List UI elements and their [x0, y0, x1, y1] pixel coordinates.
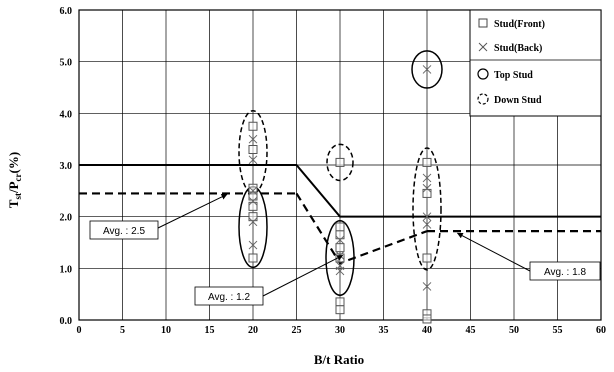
x-tick-label: 30 [335, 325, 345, 336]
stud-back-point [248, 134, 258, 144]
x-tick-label: 0 [77, 325, 82, 336]
legend-box [469, 9, 602, 117]
stud-front-point [335, 243, 345, 253]
limit-polyline [79, 164, 601, 218]
x-tick-label: 15 [205, 325, 215, 336]
legend-solid-circle-marker [477, 68, 489, 80]
stud-front-point [248, 191, 258, 201]
callout-box [529, 261, 601, 281]
stud-front-point [248, 121, 258, 131]
x-tick-label: 5 [120, 325, 125, 336]
x-tick-label: 20 [248, 325, 258, 336]
average-line-1 [295, 192, 428, 265]
legend-label-down-stud: Down Stud [494, 95, 542, 106]
y-tick-label: 3.0 [60, 161, 73, 172]
stud-front-point [335, 297, 345, 307]
stud-front-point [248, 201, 258, 211]
stud-back-point [335, 266, 345, 276]
callout-label: Avg. : 1.8 [544, 267, 587, 278]
stud-back-point [422, 212, 432, 222]
legend-label-stud-front: Stud(Front) [494, 19, 545, 30]
callout-arrow [157, 193, 228, 229]
y-tick-label: 6.0 [60, 6, 73, 17]
y-tick-label: 5.0 [60, 58, 73, 69]
stud-back-point [248, 196, 258, 206]
y-tick-label: 1.0 [60, 264, 73, 275]
average-callouts: Avg. : 2.5 Avg. : 1.2 Avg. : 1.8 [89, 193, 601, 306]
y-tick-labels: 0.0 1.0 2.0 3.0 4.0 5.0 6.0 [60, 6, 73, 327]
legend-label-top-stud: Top Stud [494, 70, 533, 81]
svg-text:Tst/Pcr(%): Tst/Pcr(%) [6, 152, 23, 208]
x-axis-title: B/t Ratio [314, 352, 364, 367]
x-tick-label: 10 [161, 325, 171, 336]
x-tick-label: 45 [466, 325, 476, 336]
stud-back-point [248, 240, 258, 250]
stud-front-point [248, 145, 258, 154]
group-ellipses [238, 50, 443, 296]
legend-dashed-circle-marker [477, 93, 489, 105]
callout-box [194, 286, 264, 306]
stud-back-point [248, 217, 258, 227]
down-stud-ellipse [412, 147, 442, 271]
y-axis-title: Tst/Pcr(%) [6, 152, 23, 208]
x-tick-label: 35 [379, 325, 389, 336]
stud-front-point [422, 188, 432, 198]
x-tick-label: 40 [422, 325, 432, 336]
stud-front-point [422, 253, 432, 263]
legend: Stud(Front) Stud(Back) Top Stud Down Stu… [469, 9, 602, 117]
stud-front-point [335, 230, 345, 240]
stud-front-point [422, 314, 432, 324]
stud-back-point [422, 173, 432, 183]
top-stud-ellipse [411, 50, 443, 89]
stud-back-point [422, 65, 432, 74]
x-tick-label: 25 [292, 325, 302, 336]
stud-back-point [335, 235, 345, 245]
legend-square-marker [478, 18, 488, 28]
stud-back-point [248, 155, 258, 165]
legend-x-marker [478, 42, 488, 52]
top-stud-ellipse [325, 220, 355, 296]
stud-front-point [248, 212, 258, 222]
x-tick-label: 50 [509, 325, 519, 336]
stud-front-point [335, 157, 345, 167]
stud-front-point [422, 157, 432, 167]
down-stud-ellipse [326, 143, 354, 182]
stud-back-point [422, 183, 432, 193]
callout-label: Avg. : 2.5 [103, 226, 146, 237]
x-tick-label: 60 [596, 325, 606, 336]
stud-back-point [422, 282, 432, 291]
y-tick-label: 2.0 [60, 213, 73, 224]
y-tick-label: 4.0 [60, 109, 73, 120]
legend-label-stud-back: Stud(Back) [494, 43, 542, 54]
x-tick-labels: 0 5 10 15 20 25 30 35 40 45 50 55 60 [77, 325, 607, 336]
callout-label: Avg. : 1.2 [208, 292, 251, 303]
stud-back-point [248, 186, 258, 196]
average-lines [79, 192, 601, 265]
y-tick-label: 0.0 [60, 316, 73, 327]
stud-front-point [335, 222, 345, 232]
x-tick-label: 55 [553, 325, 563, 336]
callout-box [89, 220, 159, 240]
stud-back-point [422, 220, 432, 229]
callout-arrow [262, 254, 344, 297]
down-stud-ellipse [238, 110, 268, 195]
callout-arrow [456, 232, 531, 272]
stud-front-point [248, 253, 258, 263]
stud-front-point [335, 305, 345, 315]
limit-line [79, 164, 601, 218]
